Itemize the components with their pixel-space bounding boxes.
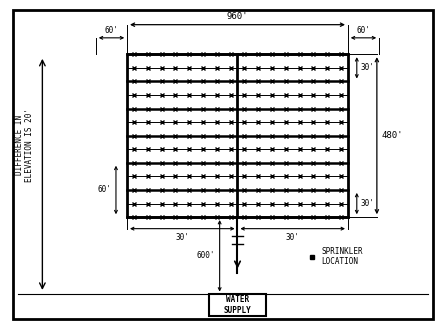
Text: 30': 30' — [360, 199, 374, 208]
Text: 600': 600' — [197, 251, 215, 260]
Text: 30': 30' — [175, 233, 189, 241]
Bar — [127, 54, 348, 217]
Text: SPRINKLER
LOCATION: SPRINKLER LOCATION — [321, 247, 363, 266]
Text: WATER
SUPPLY: WATER SUPPLY — [223, 295, 252, 315]
Bar — [208, 294, 266, 316]
Text: 60': 60' — [98, 186, 112, 194]
Text: 30': 30' — [360, 63, 374, 72]
Text: DIFFERENCE IN
ELEVATION IS 20': DIFFERENCE IN ELEVATION IS 20' — [15, 108, 34, 182]
Text: 60': 60' — [104, 26, 119, 35]
Text: 480': 480' — [381, 131, 403, 140]
Text: 960': 960' — [227, 12, 248, 21]
Text: 60': 60' — [356, 26, 371, 35]
Text: 30': 30' — [286, 233, 300, 241]
